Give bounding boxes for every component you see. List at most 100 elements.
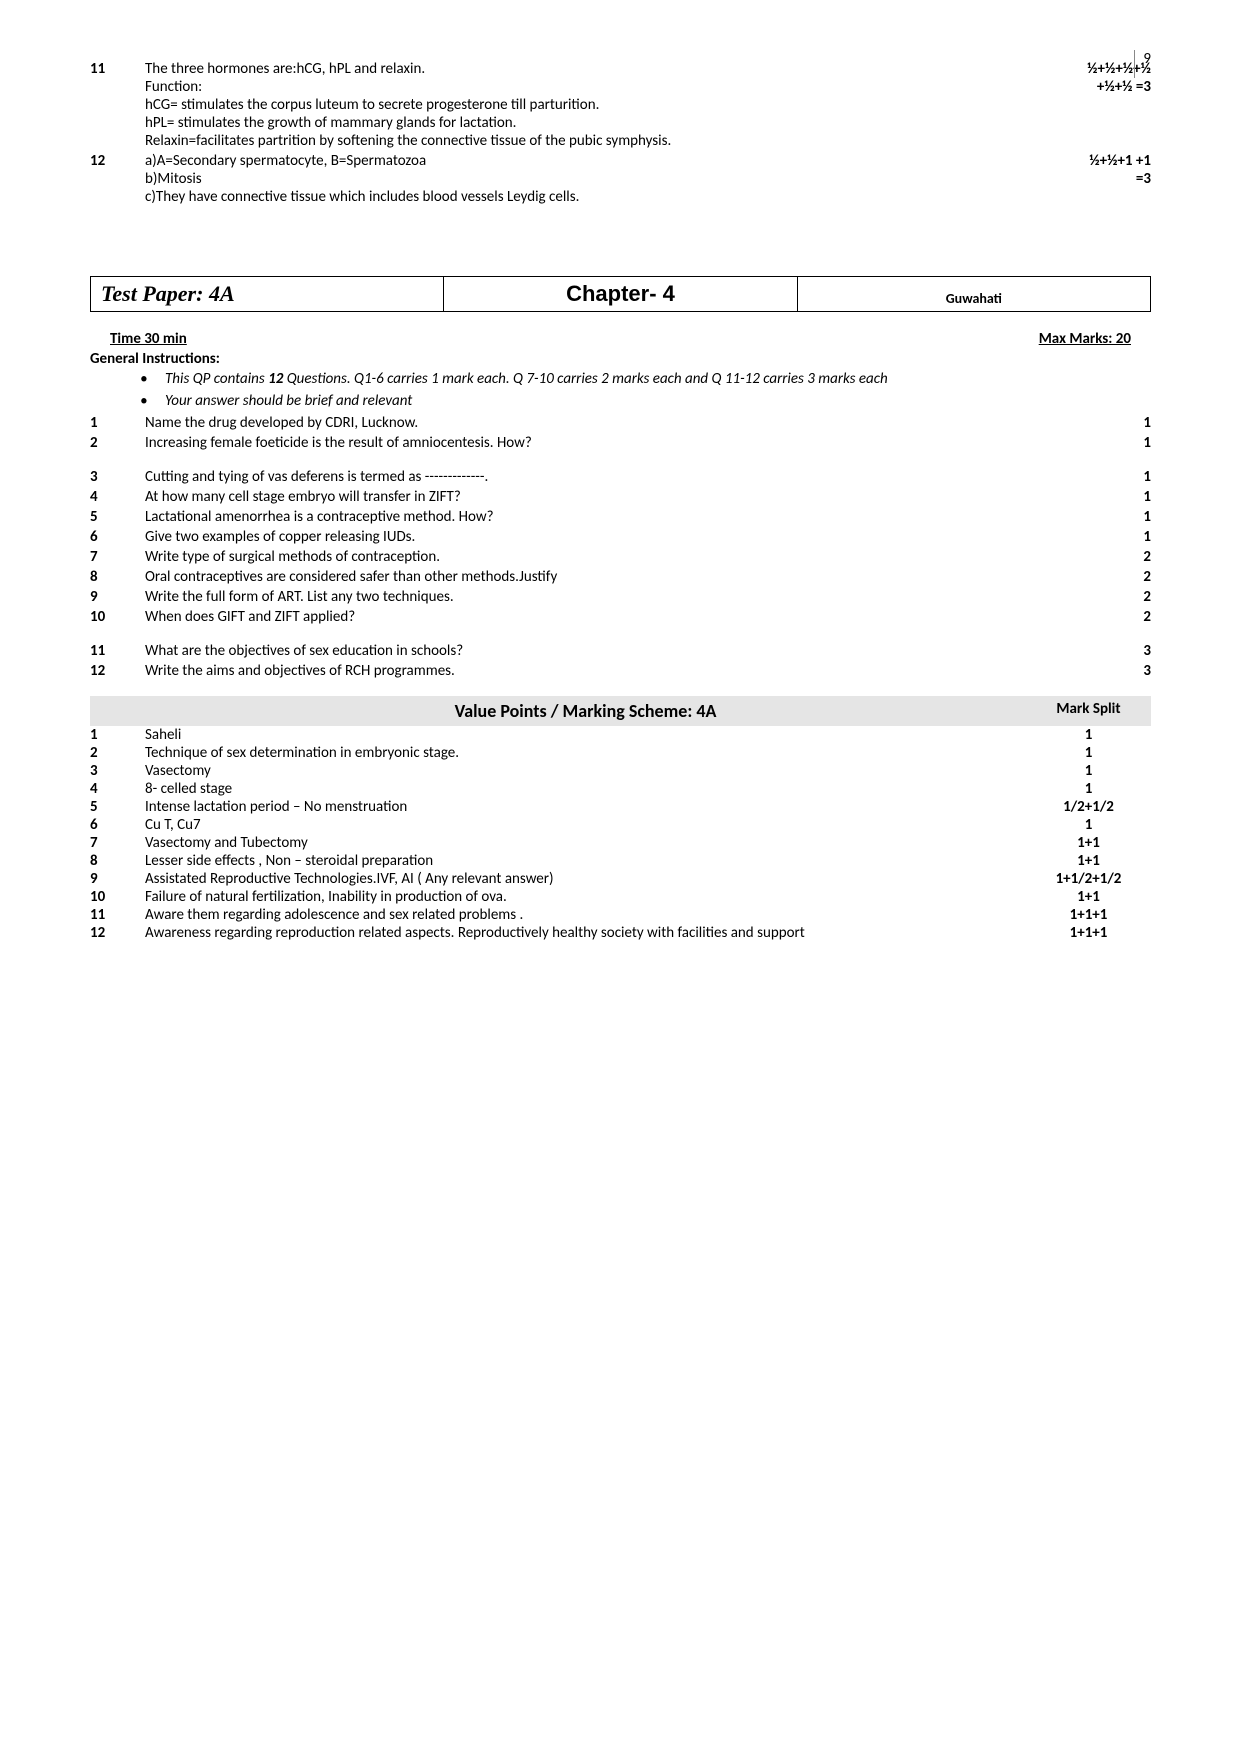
scheme-row: 1Saheli1 <box>90 726 1151 744</box>
answer-line: hCG= stimulates the corpus luteum to sec… <box>145 96 1021 114</box>
scheme-mark: 1 <box>1026 816 1151 834</box>
bullet-icon: • <box>140 370 165 388</box>
scheme-header-mark-label: Mark Split <box>1026 696 1151 726</box>
question-mark: 2 <box>1041 568 1151 586</box>
answer-text: The three hormones are:hCG, hPL and rela… <box>145 60 1041 150</box>
scheme-mark: 1+1+1 <box>1026 906 1151 924</box>
scheme-mark: 1+1 <box>1026 834 1151 852</box>
question-row: 6Give two examples of copper releasing I… <box>90 528 1151 546</box>
question-mark: 1 <box>1041 528 1151 546</box>
question-text: Lactational amenorrhea is a contraceptiv… <box>145 508 1041 526</box>
marking-scheme-block: 1Saheli12Technique of sex determination … <box>90 726 1151 942</box>
paper-header-table: Test Paper: 4A Chapter- 4 Guwahati <box>90 276 1151 312</box>
scheme-row: 11Aware them regarding adolescence and s… <box>90 906 1151 924</box>
question-number: 1 <box>90 414 145 432</box>
scheme-mark: 1+1 <box>1026 888 1151 906</box>
scheme-header-title: Value Points / Marking Scheme: 4A <box>145 696 1026 726</box>
question-row: 12Write the aims and objectives of RCH p… <box>90 662 1151 680</box>
scheme-text: Aware them regarding adolescence and sex… <box>145 906 1026 924</box>
scheme-number: 9 <box>90 870 145 888</box>
question-mark: 3 <box>1041 642 1151 660</box>
scheme-row: 2Technique of sex determination in embry… <box>90 744 1151 762</box>
answer-line: Relaxin=facilitates partrition by soften… <box>145 132 1021 150</box>
scheme-header-spacer <box>90 696 145 726</box>
question-row: 1Name the drug developed by CDRI, Luckno… <box>90 414 1151 432</box>
question-text: What are the objectives of sex education… <box>145 642 1041 660</box>
location-cell: Guwahati <box>797 277 1150 312</box>
scheme-number: 4 <box>90 780 145 798</box>
question-number: 7 <box>90 548 145 566</box>
question-number: 6 <box>90 528 145 546</box>
bullet-icon: • <box>140 392 165 410</box>
question-mark: 1 <box>1041 488 1151 506</box>
answer-number: 11 <box>90 60 145 78</box>
scheme-row: 7Vasectomy and Tubectomy1+1 <box>90 834 1151 852</box>
question-row: 9Write the full form of ART. List any tw… <box>90 588 1151 606</box>
general-instructions-label: General Instructions: <box>90 350 1151 368</box>
question-text: Write the full form of ART. List any two… <box>145 588 1041 606</box>
question-text: Name the drug developed by CDRI, Lucknow… <box>145 414 1041 432</box>
scheme-number: 5 <box>90 798 145 816</box>
answer-row: 11 The three hormones are:hCG, hPL and r… <box>90 60 1151 150</box>
instruction-bullet: • Your answer should be brief and releva… <box>140 392 1151 410</box>
question-mark: 1 <box>1041 414 1151 432</box>
question-text: Increasing female foeticide is the resul… <box>145 434 1041 452</box>
scheme-number: 10 <box>90 888 145 906</box>
question-number: 11 <box>90 642 145 660</box>
scheme-number: 1 <box>90 726 145 744</box>
scheme-mark: 1+1 <box>1026 852 1151 870</box>
page-number: 9 <box>1143 50 1151 68</box>
question-number: 8 <box>90 568 145 586</box>
question-mark: 1 <box>1041 434 1151 452</box>
question-text: When does GIFT and ZIFT applied? <box>145 608 1041 626</box>
question-row: 4At how many cell stage embryo will tran… <box>90 488 1151 506</box>
scheme-row: 9Assistated Reproductive Technologies.IV… <box>90 870 1151 888</box>
question-row: 10When does GIFT and ZIFT applied?2 <box>90 608 1151 626</box>
question-mark: 2 <box>1041 548 1151 566</box>
scheme-text: Vasectomy <box>145 762 1026 780</box>
question-mark: 1 <box>1041 468 1151 486</box>
marking-scheme-header: Value Points / Marking Scheme: 4A Mark S… <box>90 696 1151 726</box>
scheme-row: 3Vasectomy1 <box>90 762 1151 780</box>
scheme-row: 12Awareness regarding reproduction relat… <box>90 924 1151 942</box>
question-row: 8Oral contraceptives are considered safe… <box>90 568 1151 586</box>
scheme-mark: 1+1+1 <box>1026 924 1151 942</box>
instruction-text: This QP contains 12 Questions. Q1-6 carr… <box>165 370 888 388</box>
scheme-number: 3 <box>90 762 145 780</box>
scheme-mark: 1+1/2+1/2 <box>1026 870 1151 888</box>
answer-line: hPL= stimulates the growth of mammary gl… <box>145 114 1021 132</box>
scheme-text: Assistated Reproductive Technologies.IVF… <box>145 870 1026 888</box>
question-number: 10 <box>90 608 145 626</box>
question-number: 12 <box>90 662 145 680</box>
question-mark: 3 <box>1041 662 1151 680</box>
question-text: Write type of surgical methods of contra… <box>145 548 1041 566</box>
question-text: Cutting and tying of vas deferens is ter… <box>145 468 1041 486</box>
answer-line: b)Mitosis <box>145 170 1021 188</box>
chapter-cell: Chapter- 4 <box>444 277 797 312</box>
question-row: 7Write type of surgical methods of contr… <box>90 548 1151 566</box>
instruction-text: Your answer should be brief and relevant <box>165 392 412 410</box>
question-row: 5Lactational amenorrhea is a contracepti… <box>90 508 1151 526</box>
mark-line: =3 <box>1041 170 1151 188</box>
scheme-mark: 1/2+1/2 <box>1026 798 1151 816</box>
question-row: 2Increasing female foeticide is the resu… <box>90 434 1151 452</box>
answer-text: a)A=Secondary spermatocyte, B=Spermatozo… <box>145 152 1041 206</box>
question-number: 5 <box>90 508 145 526</box>
scheme-text: Vasectomy and Tubectomy <box>145 834 1026 852</box>
scheme-row: 48- celled stage1 <box>90 780 1151 798</box>
question-number: 3 <box>90 468 145 486</box>
scheme-number: 7 <box>90 834 145 852</box>
scheme-text: Lesser side effects , Non – steroidal pr… <box>145 852 1026 870</box>
answer-row: 12 a)A=Secondary spermatocyte, B=Spermat… <box>90 152 1151 206</box>
answer-number: 12 <box>90 152 145 170</box>
question-text: Give two examples of copper releasing IU… <box>145 528 1041 546</box>
mark-line: ½+½+1 +1 <box>1041 152 1151 170</box>
questions-block: 1Name the drug developed by CDRI, Luckno… <box>90 414 1151 680</box>
instruction-bullet: • This QP contains 12 Questions. Q1-6 ca… <box>140 370 1151 388</box>
question-text: Write the aims and objectives of RCH pro… <box>145 662 1041 680</box>
question-text: At how many cell stage embryo will trans… <box>145 488 1041 506</box>
question-number: 9 <box>90 588 145 606</box>
question-row: 3Cutting and tying of vas deferens is te… <box>90 468 1151 486</box>
max-marks-label: Max Marks: 20 <box>1039 330 1131 348</box>
answer-marks: ½+½+1 +1 =3 <box>1041 152 1151 188</box>
